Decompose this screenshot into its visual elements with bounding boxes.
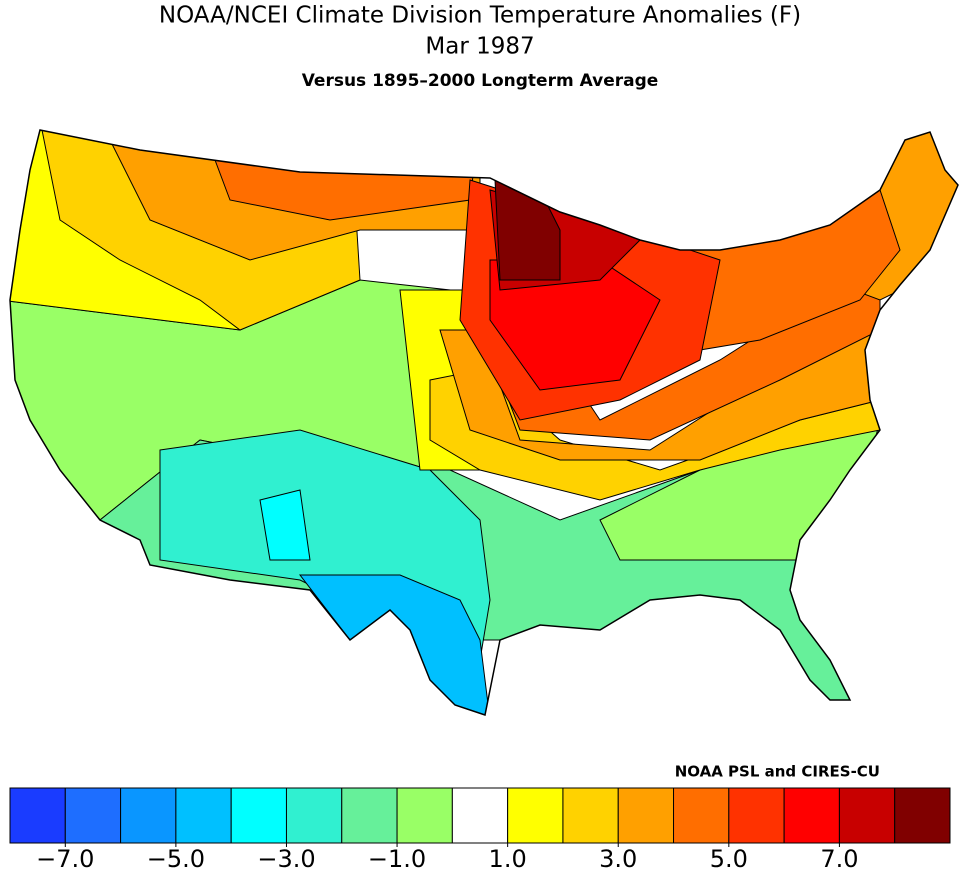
- colorbar-box: [9, 787, 66, 844]
- colorbar-tick-label: 7.0: [820, 845, 858, 873]
- colorbar-box: [64, 787, 122, 844]
- credit: NOAA PSL and CIRES-CU: [675, 763, 880, 781]
- colorbar-box: [451, 787, 509, 844]
- subtitle: Versus 1895–2000 Longterm Average: [302, 71, 659, 91]
- colorbar-box: [230, 787, 287, 844]
- colorbar-box: [175, 787, 232, 844]
- colorbar-box: [341, 787, 398, 844]
- colorbar-box: [673, 787, 730, 844]
- colorbar-box: [617, 787, 675, 844]
- colorbar-box: [838, 787, 896, 844]
- colorbar-box: [783, 787, 840, 844]
- us-outline: [9, 129, 959, 716]
- period: Mar 1987: [425, 34, 534, 60]
- colorbar-tick-label: −3.0: [257, 845, 315, 873]
- colorbar-box: [396, 787, 453, 844]
- colorbar-box: [894, 787, 951, 844]
- colorbar-tick-label: −1.0: [368, 845, 426, 873]
- colorbar-tick-label: 3.0: [599, 845, 637, 873]
- colorbar-tick-label: −7.0: [36, 845, 94, 873]
- colorbar-box: [562, 787, 619, 844]
- map: [10, 130, 958, 715]
- colorbar-tick-label: −5.0: [147, 845, 205, 873]
- title: NOAA/NCEI Climate Division Temperature A…: [159, 3, 801, 29]
- colorbar-box: [285, 787, 343, 844]
- colorbar-box: [728, 787, 785, 844]
- colorbar-box: [507, 787, 564, 844]
- colorbar-tick-label: 1.0: [489, 845, 527, 873]
- colorbar-box: [120, 787, 177, 844]
- colorbar-tick-label: 5.0: [710, 845, 748, 873]
